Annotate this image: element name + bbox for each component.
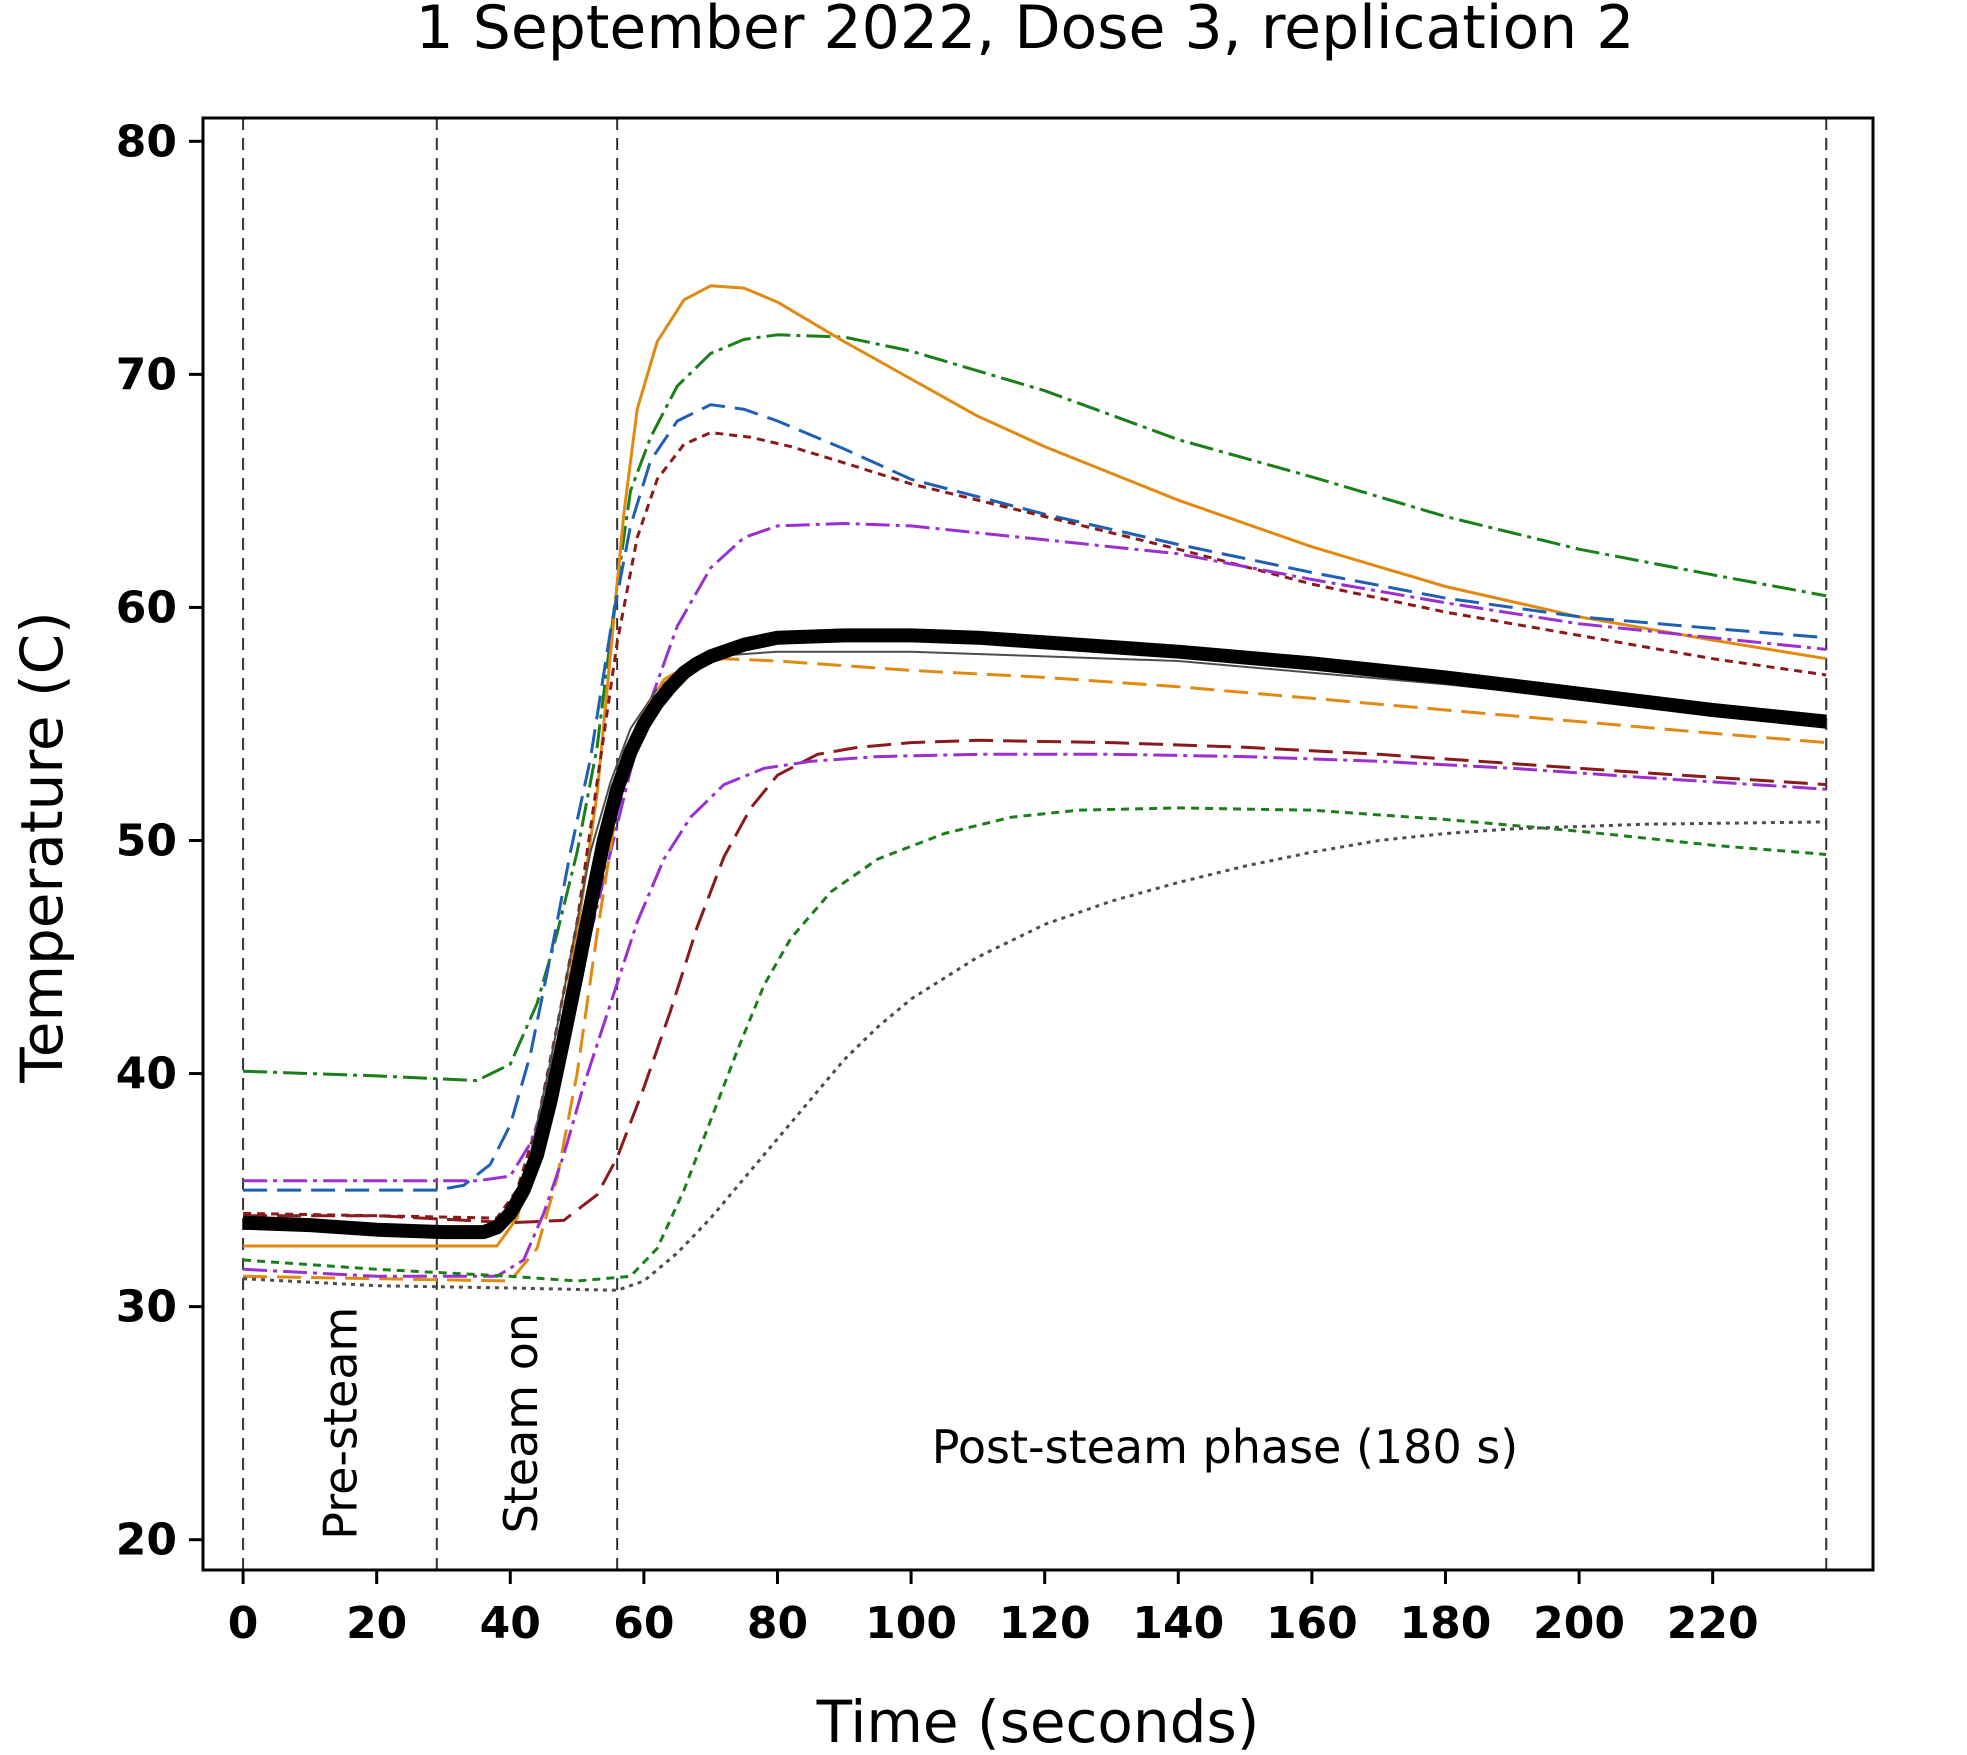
series-line-0 bbox=[243, 333, 1827, 1083]
x-tick-label-4: 80 bbox=[747, 1598, 808, 1649]
x-tick-label-3: 60 bbox=[613, 1598, 674, 1649]
phase-label-0: Pre-steam bbox=[314, 1307, 368, 1540]
y-tick-label-0: 20 bbox=[116, 1515, 177, 1566]
plot-frame bbox=[201, 116, 1875, 1572]
phase-annotations: Pre-steam Steam on Post-steam phase (180 s… bbox=[314, 1307, 1519, 1540]
x-tick-label-11: 220 bbox=[1667, 1598, 1759, 1649]
x-tick-label-7: 140 bbox=[1132, 1598, 1224, 1649]
chart-title: 1 September 2022, Dose 3, replication 2 bbox=[416, 0, 1635, 63]
phase-boundaries bbox=[242, 118, 1828, 1570]
x-tick-label-8: 160 bbox=[1266, 1598, 1358, 1649]
x-axis: 0 20 40 60 80 100 120 140 160 180 200 220 bbox=[228, 1570, 1759, 1649]
x-tick-label-5: 100 bbox=[865, 1598, 957, 1649]
y-tick-label-2: 40 bbox=[116, 1049, 177, 1100]
y-tick-label-3: 50 bbox=[116, 816, 177, 867]
series-line-7 bbox=[243, 738, 1827, 1225]
series-line-2 bbox=[243, 403, 1827, 1192]
y-axis-label: Temperature (C) bbox=[8, 611, 76, 1084]
phase-label-1: Steam on bbox=[494, 1313, 548, 1533]
x-axis-label: Time (seconds) bbox=[816, 1688, 1260, 1755]
y-tick-label-4: 60 bbox=[116, 582, 177, 633]
x-tick-label-6: 120 bbox=[999, 1598, 1091, 1649]
x-tick-label-0: 0 bbox=[228, 1598, 259, 1649]
x-tick-label-2: 40 bbox=[480, 1598, 541, 1649]
y-tick-label-6: 80 bbox=[116, 116, 177, 167]
y-tick-label-1: 30 bbox=[116, 1282, 177, 1333]
series-layer bbox=[242, 284, 1827, 1292]
y-axis: 20 30 40 50 60 70 80 bbox=[116, 116, 203, 1566]
phase-label-2: Post-steam phase (180 s) bbox=[932, 1420, 1518, 1474]
series-line-11 bbox=[242, 628, 1827, 1240]
series-line-8 bbox=[243, 752, 1827, 1278]
x-tick-label-10: 200 bbox=[1533, 1598, 1625, 1649]
series-line-6 bbox=[243, 657, 1827, 1283]
y-tick-label-5: 70 bbox=[116, 349, 177, 400]
x-tick-label-1: 20 bbox=[346, 1598, 407, 1649]
series-line-10 bbox=[243, 820, 1827, 1292]
series-line-4 bbox=[243, 522, 1827, 1183]
series-line-1 bbox=[243, 284, 1827, 1248]
series-line-9 bbox=[242, 806, 1827, 1283]
x-tick-label-9: 180 bbox=[1400, 1598, 1492, 1649]
series-line-5 bbox=[243, 650, 1827, 1231]
